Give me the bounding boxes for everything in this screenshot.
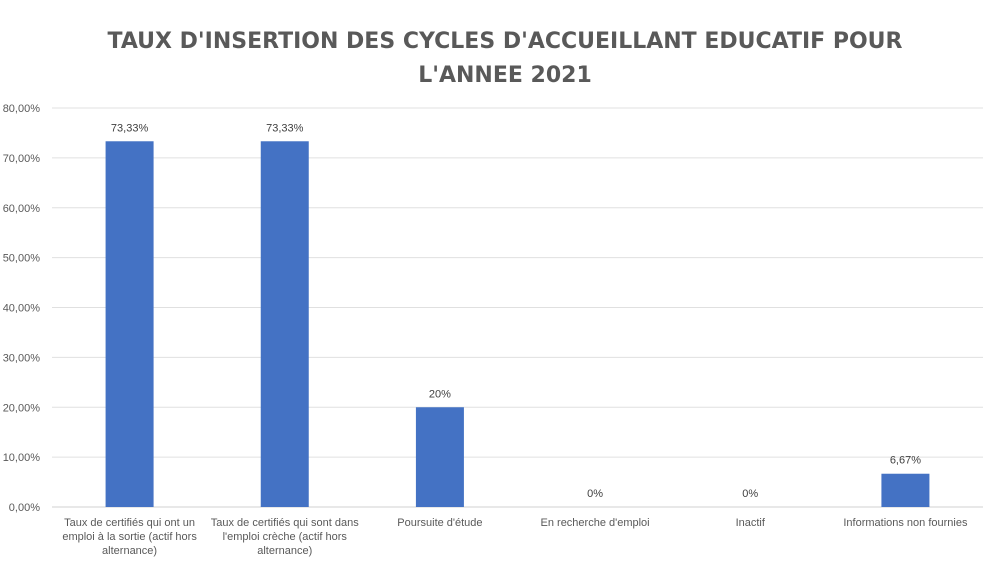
data-label: 0% [742,488,758,500]
x-tick-label: l'emploi crèche (actif hors [223,531,348,543]
bar [105,141,154,507]
y-tick-label: 30,00% [3,352,41,364]
y-tick-label: 60,00% [3,203,41,215]
bar [415,407,464,507]
y-tick-label: 80,00% [3,103,41,115]
y-tick-label: 20,00% [3,402,41,414]
x-tick-label: Taux de certifiés qui sont dans [211,517,359,529]
chart-title-line-2: L'ANNEE 2021 [418,63,592,88]
bar [260,141,309,507]
y-tick-label: 40,00% [3,303,41,315]
data-label: 0% [587,488,603,500]
data-label: 73,33% [266,122,304,134]
data-label: 20% [429,388,451,400]
data-label: 73,33% [111,122,149,134]
bar [881,473,930,507]
x-tick-label: Taux de certifiés qui ont un [64,517,195,529]
y-tick-label: 70,00% [3,153,41,165]
x-tick-label: alternance) [102,545,157,557]
x-tick-label: alternance) [257,545,312,557]
y-tick-label: 10,00% [3,452,41,464]
x-tick-label: En recherche d'emploi [541,517,650,529]
x-tick-label: Inactif [736,517,766,529]
y-tick-label: 50,00% [3,253,41,265]
data-label: 6,67% [890,455,921,467]
x-tick-label: emploi à la sortie (actif hors [62,531,197,543]
chart-title-line-1: TAUX D'INSERTION DES CYCLES D'ACCUEILLAN… [108,29,903,54]
x-tick-label: Poursuite d'étude [397,517,482,529]
y-tick-label: 0,00% [9,502,40,514]
x-tick-label: Informations non fournies [843,517,968,529]
